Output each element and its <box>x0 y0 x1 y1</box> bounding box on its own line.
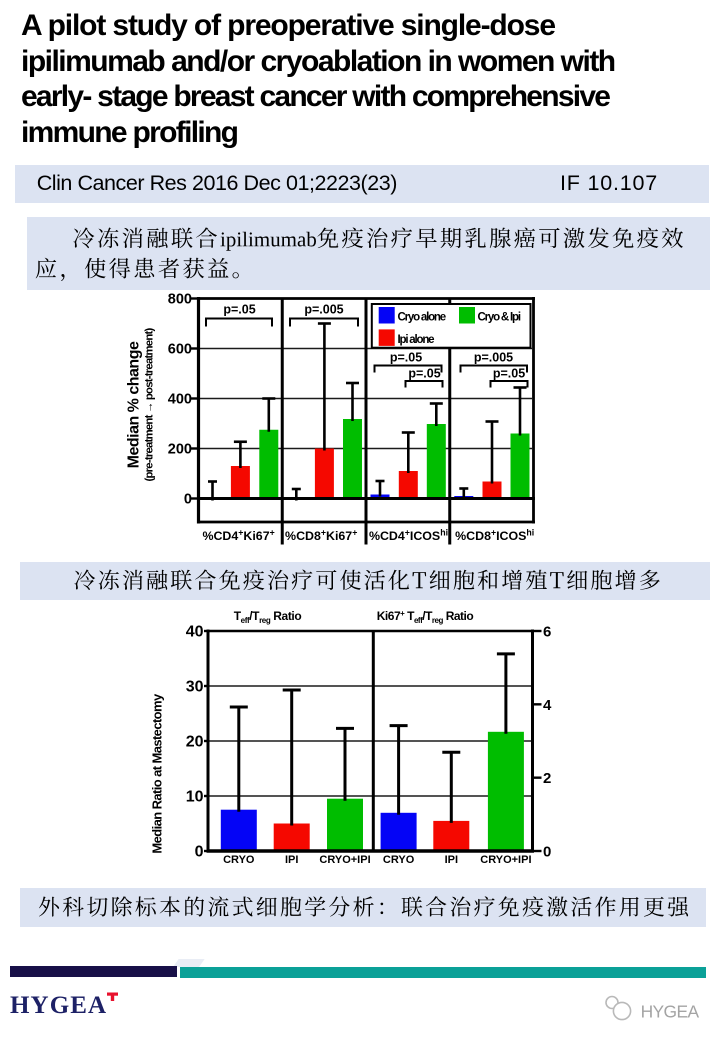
svg-text:CRYO: CRYO <box>223 854 255 866</box>
svg-text:6: 6 <box>543 624 551 641</box>
svg-text:p=.05: p=.05 <box>390 351 422 365</box>
svg-text:2: 2 <box>543 770 551 787</box>
svg-text:20: 20 <box>186 734 204 751</box>
svg-text:400: 400 <box>168 392 192 408</box>
svg-text:40: 40 <box>186 624 204 641</box>
svg-text:30: 30 <box>186 679 204 696</box>
svg-text:4: 4 <box>543 697 552 714</box>
svg-text:200: 200 <box>168 442 192 458</box>
svg-text:HYGEA: HYGEA <box>641 1002 700 1022</box>
svg-text:Teff/Treg Ratio: Teff/Treg Ratio <box>234 609 302 625</box>
svg-text:p=.05: p=.05 <box>408 367 440 381</box>
svg-text:(pre-treatment → post-treatmen: (pre-treatment → post-treatment) <box>144 328 156 482</box>
svg-text:0: 0 <box>543 844 551 861</box>
svg-text:Ki67+ Teff/Treg Ratio: Ki67+ Teff/Treg Ratio <box>377 609 474 625</box>
svg-text:p=.05: p=.05 <box>493 367 525 381</box>
svg-text:CRYO+IPI: CRYO+IPI <box>319 854 370 866</box>
svg-text:10: 10 <box>186 789 204 806</box>
svg-text:Cryo alone: Cryo alone <box>398 312 446 324</box>
svg-text:IPI: IPI <box>445 854 458 866</box>
svg-text:%CD8+​ICOShi​: %CD8+​ICOShi​ <box>455 528 534 544</box>
svg-text:600: 600 <box>168 342 192 358</box>
svg-text:Ipi alone: Ipi alone <box>398 334 435 346</box>
svg-text:%CD4+​ICOShi​: %CD4+​ICOShi​ <box>369 528 448 544</box>
svg-text:Median Ratio at Mastectomy: Median Ratio at Mastectomy <box>150 693 165 854</box>
svg-text:p=.005: p=.005 <box>304 303 343 317</box>
svg-text:p=.005: p=.005 <box>474 351 513 365</box>
svg-text:IPI: IPI <box>285 854 298 866</box>
svg-text:%CD4+​Ki67+​: %CD4+​Ki67+​ <box>202 528 274 544</box>
svg-text:CRYO: CRYO <box>383 854 415 866</box>
svg-text:CRYO+IPI: CRYO+IPI <box>480 854 531 866</box>
svg-text:0: 0 <box>195 844 204 861</box>
svg-text:800: 800 <box>168 292 192 308</box>
svg-text:%CD8+​Ki67+​: %CD8+​Ki67+​ <box>285 528 357 544</box>
svg-text:Cryo & Ipi: Cryo & Ipi <box>478 312 521 324</box>
svg-text:p=.05: p=.05 <box>223 303 255 317</box>
svg-text:0: 0 <box>184 492 192 508</box>
svg-text:Median % change: Median % change <box>126 341 143 468</box>
